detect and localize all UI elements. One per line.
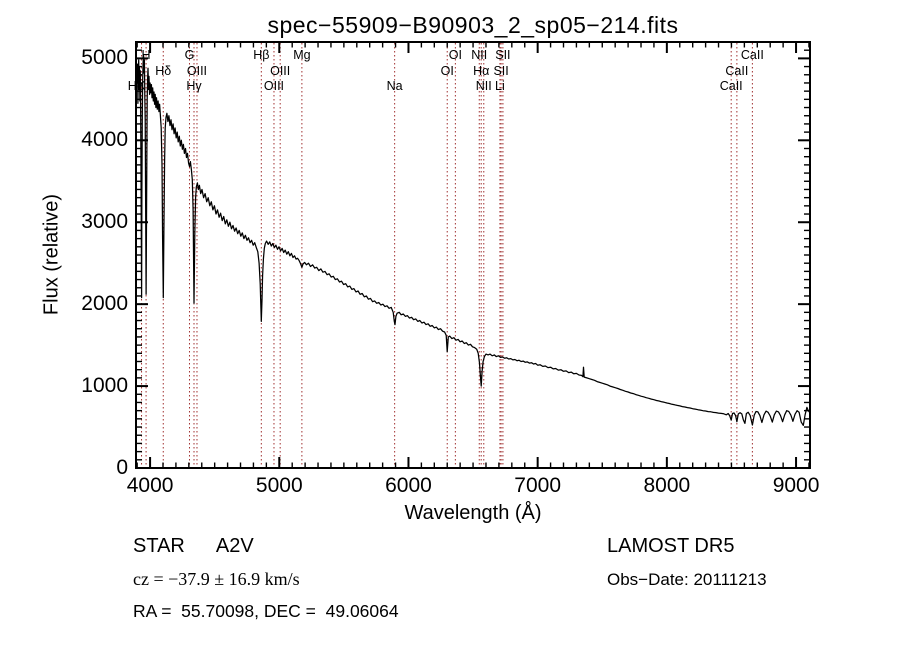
spectral-line-label: OIII <box>263 79 285 93</box>
spectral-line-label: CaII <box>725 63 749 78</box>
y-tick-label: 1000 <box>81 374 128 398</box>
y-tick-label: 0 <box>116 456 128 479</box>
spectral-line-label: OIII <box>186 63 208 78</box>
survey-text: LAMOST DR5 <box>607 535 735 557</box>
spectral-line-label: K <box>137 79 146 93</box>
obs-date-text: Obs−Date: 20111213 <box>607 570 767 589</box>
spectral-line-label: SII <box>495 48 511 62</box>
spectral-line-label: NII <box>471 48 488 62</box>
plot-title: spec−55909−B90903_2_sp05−214.fits <box>267 12 679 38</box>
spectral-line-label: Li <box>495 79 505 93</box>
y-tick-label: 2000 <box>81 292 128 316</box>
spectral-line-label: Hδ <box>155 63 172 78</box>
spectral-line-label: Na <box>386 79 403 93</box>
spectral-line-label: OIII <box>270 63 291 78</box>
spectral-line-label: Hβ <box>253 48 270 62</box>
spectral-line-label: OI <box>440 63 454 78</box>
spectral-line-label: Hγ <box>186 79 202 93</box>
x-tick-label: 4000 <box>126 474 174 497</box>
object-class: STAR <box>133 535 185 557</box>
y-tick-label: 3000 <box>81 210 128 234</box>
spectral-line-label: Mg <box>293 48 311 62</box>
x-tick-label: 5000 <box>255 474 303 497</box>
radec-text: RA = 55.70098, DEC = 49.06064 <box>133 601 399 621</box>
x-tick-label: 8000 <box>643 474 691 497</box>
x-tick-label: 6000 <box>385 474 432 497</box>
spectral-line-label: OI <box>448 48 462 62</box>
spectral-line-label: NII <box>475 79 492 93</box>
spectral-line-label: He <box>127 79 144 93</box>
object-class-text: STAR A2V <box>133 535 254 558</box>
y-tick-label: 5000 <box>81 46 128 70</box>
spectral-line-label: H <box>141 48 151 62</box>
cz-text: cz = −37.9 ± 16.9 km/s <box>133 569 300 589</box>
x-tick-label: 9000 <box>772 474 820 497</box>
spectral-line-label: G <box>184 48 195 62</box>
spectral-line-label: SII <box>493 63 509 78</box>
spectral-line-label: CaII <box>719 79 743 93</box>
y-axis-label: Flux (relative) <box>40 193 63 316</box>
spectral-line-label: Hα <box>473 63 490 78</box>
spectral-line-label: CaII <box>740 48 764 62</box>
object-subclass: A2V <box>215 535 254 557</box>
x-axis-label: Wavelength (Å) <box>404 502 542 524</box>
y-tick-label: 4000 <box>81 128 128 152</box>
x-tick-label: 7000 <box>514 474 562 497</box>
